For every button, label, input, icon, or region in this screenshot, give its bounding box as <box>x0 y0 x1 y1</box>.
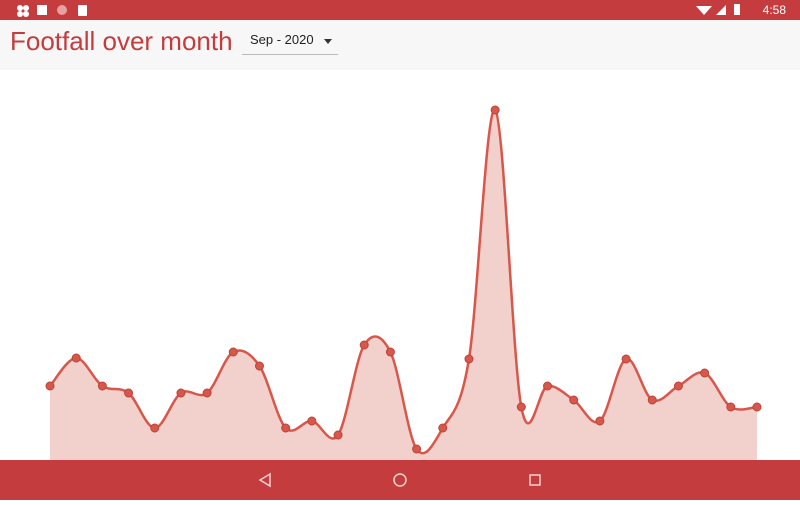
data-point <box>700 368 710 378</box>
data-point <box>569 395 579 405</box>
data-point <box>647 395 657 405</box>
nav-buttons <box>258 472 541 488</box>
data-point <box>490 105 500 115</box>
data-point <box>228 347 238 357</box>
data-point <box>281 423 291 433</box>
data-point <box>385 347 395 357</box>
month-dropdown[interactable]: Sep - 2020 <box>242 30 338 55</box>
status-icons <box>17 5 87 17</box>
data-point <box>752 402 762 412</box>
data-point <box>71 353 81 363</box>
data-point <box>359 340 369 350</box>
data-point <box>516 402 526 412</box>
data-point <box>595 416 605 426</box>
data-point <box>543 381 553 391</box>
status-indicators <box>696 4 740 15</box>
app-header: Footfall over month Sep - 2020 <box>0 20 800 70</box>
home-button[interactable] <box>393 473 407 487</box>
data-point <box>254 361 264 371</box>
recents-button[interactable] <box>529 474 541 486</box>
back-button[interactable] <box>258 472 271 488</box>
area-fill <box>50 109 757 460</box>
chart <box>45 105 762 460</box>
data-point <box>176 388 186 398</box>
data-point <box>333 430 343 440</box>
data-point <box>464 354 474 364</box>
data-point <box>307 416 317 426</box>
data-point <box>673 381 683 391</box>
nav-bar <box>0 460 800 500</box>
page-title: Footfall over month <box>10 26 233 56</box>
data-point <box>412 444 422 454</box>
status-bar: 4:58 <box>0 0 800 20</box>
data-point <box>45 381 55 391</box>
data-point <box>621 354 631 364</box>
data-point <box>150 423 160 433</box>
data-point <box>202 388 212 398</box>
data-point <box>438 423 448 433</box>
data-point <box>124 388 134 398</box>
data-point <box>97 381 107 391</box>
data-point <box>726 402 736 412</box>
clock: 4:58 <box>762 3 786 17</box>
